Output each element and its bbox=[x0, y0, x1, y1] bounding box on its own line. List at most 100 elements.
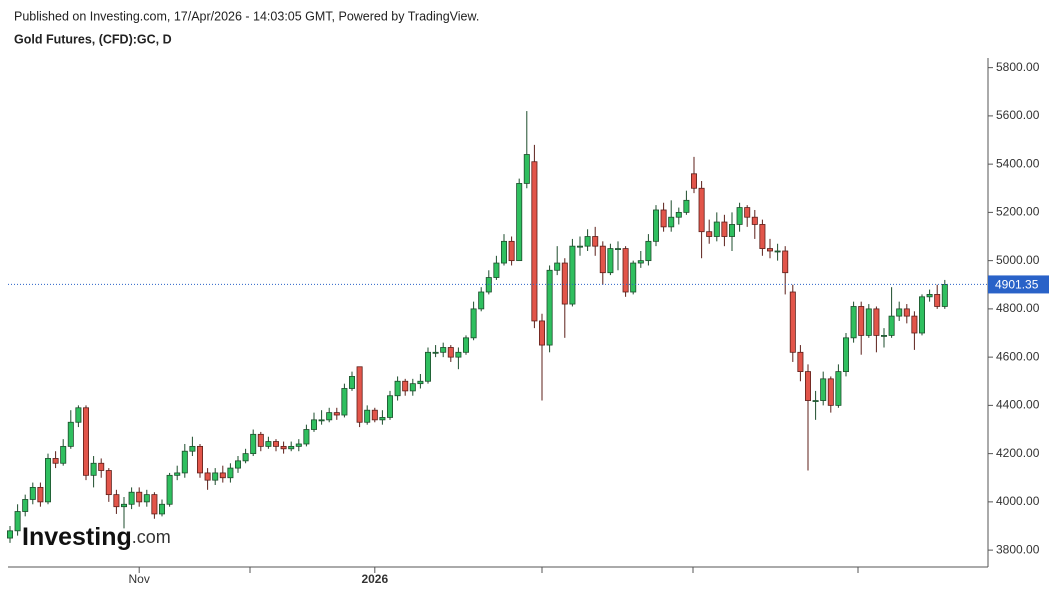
candle-body bbox=[196, 445, 203, 474]
y-tick-label: 4800.00 bbox=[996, 301, 1040, 315]
candle-body bbox=[409, 383, 416, 392]
candle-body bbox=[455, 351, 462, 358]
candle-body bbox=[698, 187, 705, 233]
candle-body bbox=[797, 351, 804, 373]
y-tick-label: 4600.00 bbox=[996, 349, 1040, 363]
candle-body bbox=[440, 347, 447, 353]
candle-body bbox=[584, 236, 591, 247]
candle-body bbox=[136, 491, 143, 503]
candle-body bbox=[850, 306, 857, 339]
candle-body bbox=[691, 173, 698, 189]
candle-body bbox=[257, 433, 264, 447]
candle-body bbox=[14, 511, 21, 532]
candle-body bbox=[424, 351, 431, 382]
candle-body bbox=[143, 494, 150, 503]
x-tick-label: Nov bbox=[129, 572, 150, 586]
candle-body bbox=[83, 407, 90, 476]
candle-body bbox=[858, 306, 865, 336]
candle-body bbox=[371, 409, 378, 421]
y-tick-label: 5800.00 bbox=[996, 60, 1040, 74]
x-tick-label: 2026 bbox=[361, 572, 388, 586]
candle-body bbox=[683, 199, 690, 213]
candle-body bbox=[554, 262, 561, 271]
candle-body bbox=[919, 296, 926, 334]
instrument-title: Gold Futures, (CFD):GC, D bbox=[14, 32, 172, 46]
candle-body bbox=[500, 240, 507, 264]
candle-body bbox=[121, 503, 128, 508]
candle-body bbox=[645, 240, 652, 262]
candle-body bbox=[212, 472, 219, 481]
candle-body bbox=[242, 453, 249, 462]
candle-body bbox=[67, 421, 74, 447]
y-tick-label: 5400.00 bbox=[996, 156, 1040, 170]
candle-body bbox=[820, 378, 827, 401]
logo-suffix: .com bbox=[132, 527, 171, 547]
candle-body bbox=[462, 337, 469, 353]
candle-body bbox=[660, 209, 667, 228]
candle-body bbox=[341, 388, 348, 416]
candle-body bbox=[903, 308, 910, 317]
y-tick-label: 5200.00 bbox=[996, 205, 1040, 219]
candle-body bbox=[599, 245, 606, 274]
candle-body bbox=[356, 366, 363, 423]
candle-body bbox=[470, 308, 477, 339]
candle-body bbox=[333, 412, 340, 416]
candle-body bbox=[90, 462, 97, 476]
candle-body bbox=[326, 412, 333, 421]
candle-body bbox=[668, 216, 675, 228]
candle-body bbox=[622, 248, 629, 293]
candle-body bbox=[736, 207, 743, 225]
candle-body bbox=[447, 347, 454, 358]
candle-body bbox=[881, 335, 888, 337]
candle-body bbox=[478, 291, 485, 310]
y-tick-label: 3800.00 bbox=[996, 542, 1040, 556]
candle-body bbox=[189, 445, 196, 452]
candle-body bbox=[265, 441, 272, 447]
candle-body bbox=[318, 419, 325, 422]
candle-body bbox=[181, 450, 188, 474]
candle-body bbox=[402, 380, 409, 392]
candle-body bbox=[379, 417, 386, 421]
logo-main: Investing bbox=[22, 523, 132, 551]
candle-body bbox=[128, 491, 135, 505]
candle-body bbox=[865, 308, 872, 336]
candle-body bbox=[219, 472, 226, 479]
candles bbox=[7, 111, 948, 543]
candle-body bbox=[789, 291, 796, 353]
candle-body bbox=[432, 351, 439, 354]
candle-body bbox=[158, 503, 165, 515]
candle-body bbox=[805, 371, 812, 401]
candle-body bbox=[729, 224, 736, 237]
candle-body bbox=[653, 209, 660, 242]
candle-body bbox=[569, 245, 576, 305]
candle-body bbox=[721, 221, 728, 237]
candle-body bbox=[759, 224, 766, 249]
candle-body bbox=[782, 250, 789, 274]
candle-body bbox=[386, 395, 393, 418]
candle-body bbox=[706, 231, 713, 237]
candle-body bbox=[767, 248, 774, 252]
candle-body bbox=[843, 337, 850, 373]
candle-body bbox=[592, 236, 599, 247]
y-tick-label: 4200.00 bbox=[996, 446, 1040, 460]
candle-body bbox=[303, 429, 310, 445]
candle-body bbox=[98, 462, 105, 471]
candle-body bbox=[364, 409, 371, 423]
candle-body bbox=[310, 419, 317, 430]
y-tick-label: 5000.00 bbox=[996, 253, 1040, 267]
candle-body bbox=[52, 458, 59, 464]
candle-body bbox=[577, 245, 584, 248]
candle-body bbox=[493, 262, 500, 278]
last-price-label: 4901.35 bbox=[995, 278, 1039, 292]
candle-body bbox=[744, 207, 751, 218]
candle-body bbox=[911, 315, 918, 334]
candle-body bbox=[22, 499, 29, 512]
logo: Investing.com bbox=[22, 523, 171, 551]
y-tick-label: 5600.00 bbox=[996, 108, 1040, 122]
candle-body bbox=[113, 494, 120, 508]
candle-body bbox=[7, 530, 13, 539]
y-tick-label: 4000.00 bbox=[996, 494, 1040, 508]
candle-body bbox=[561, 262, 568, 305]
candle-body bbox=[75, 407, 82, 423]
